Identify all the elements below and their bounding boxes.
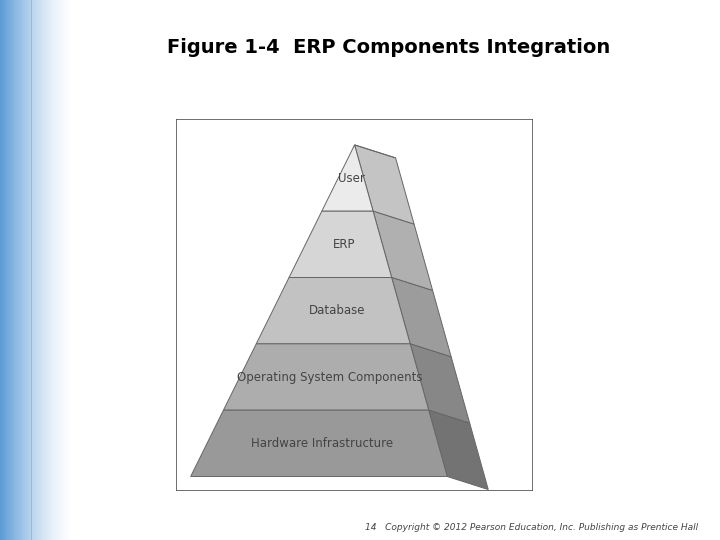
Bar (42, 0, 43, 540)
Bar (51, 0, 53, 540)
Bar (45, 0, 46, 540)
Bar (20, 0, 21, 540)
Bar (15, 0, 17, 540)
Polygon shape (428, 410, 488, 490)
Bar (65, 0, 66, 540)
Text: Figure 1-4  ERP Components Integration: Figure 1-4 ERP Components Integration (167, 38, 611, 57)
Bar (28, 0, 29, 540)
Bar (17, 0, 18, 540)
Bar (9, 0, 10, 540)
Polygon shape (223, 344, 428, 410)
Bar (66, 0, 68, 540)
Bar (43, 0, 44, 540)
Text: Operating System Components: Operating System Components (237, 370, 423, 383)
Bar (64, 0, 65, 540)
Bar (19, 0, 20, 540)
Bar (47, 0, 48, 540)
Polygon shape (355, 145, 414, 224)
Bar (40, 0, 42, 540)
Bar (63, 0, 64, 540)
Bar (11, 0, 12, 540)
Bar (61, 0, 62, 540)
Bar (56, 0, 57, 540)
Bar (55, 0, 56, 540)
Bar (27, 0, 28, 540)
Text: ERP: ERP (333, 238, 355, 251)
Bar (21, 0, 22, 540)
Bar (32, 0, 33, 540)
Bar (35, 0, 36, 540)
Polygon shape (392, 278, 451, 357)
Bar (6, 0, 7, 540)
Bar (22, 0, 23, 540)
Bar (7, 0, 8, 540)
Bar (3, 0, 4, 540)
Bar (4, 0, 6, 540)
Bar (69, 0, 71, 540)
Bar (1, 0, 3, 540)
Polygon shape (373, 211, 433, 291)
Bar (14, 0, 15, 540)
Bar (68, 0, 69, 540)
Polygon shape (256, 278, 410, 344)
Bar (39, 0, 40, 540)
Bar (30, 0, 31, 540)
Bar (12, 0, 13, 540)
Text: 14   Copyright © 2012 Pearson Education, Inc. Publishing as Prentice Hall: 14 Copyright © 2012 Pearson Education, I… (365, 523, 698, 532)
Bar (10, 0, 11, 540)
Bar (71, 0, 72, 540)
Bar (33, 0, 34, 540)
Bar (54, 0, 55, 540)
Bar (0, 0, 1, 540)
Bar (24, 0, 25, 540)
Bar (62, 0, 63, 540)
Bar (30, 0, 32, 540)
Bar (60, 0, 61, 540)
Text: Database: Database (309, 304, 365, 317)
Bar (66, 0, 67, 540)
Bar (38, 0, 39, 540)
Polygon shape (322, 145, 373, 211)
Bar (49, 0, 50, 540)
Bar (16, 0, 17, 540)
Bar (48, 0, 49, 540)
Bar (13, 0, 14, 540)
Bar (36, 0, 37, 540)
Bar (37, 0, 38, 540)
Bar (58, 0, 59, 540)
Polygon shape (191, 410, 447, 476)
Polygon shape (410, 344, 469, 423)
Bar (50, 0, 51, 540)
Bar (44, 0, 45, 540)
Bar (25, 0, 26, 540)
Text: User: User (338, 172, 364, 185)
Bar (18, 0, 19, 540)
Bar (46, 0, 47, 540)
Polygon shape (289, 211, 392, 278)
Bar (29, 0, 30, 540)
Bar (53, 0, 54, 540)
Bar (57, 0, 58, 540)
Polygon shape (355, 145, 395, 158)
Bar (23, 0, 24, 540)
Bar (26, 0, 27, 540)
Text: Hardware Infrastructure: Hardware Infrastructure (251, 437, 394, 450)
Bar (8, 0, 9, 540)
